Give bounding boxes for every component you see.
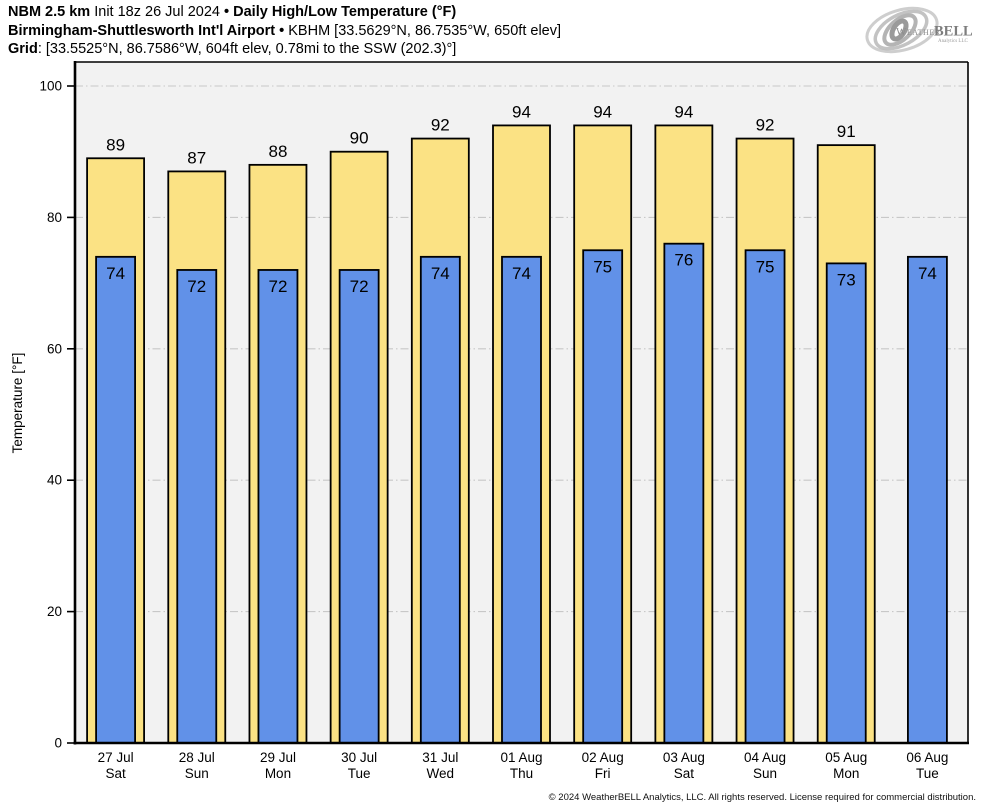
grid-label: Grid	[8, 41, 38, 57]
x-tick-date: 05 Aug	[825, 750, 867, 765]
station-detail: KBHM [33.5629°N, 86.7535°W, 650ft elev]	[288, 22, 562, 39]
page-title: Daily High/Low Temperature (°F)	[233, 4, 457, 20]
x-tick-date: 30 Jul	[341, 750, 377, 765]
high-value-label: 94	[593, 102, 612, 121]
low-bar	[176, 269, 218, 744]
x-tick-date: 06 Aug	[906, 750, 948, 765]
x-tick-weekday: Mon	[265, 766, 291, 781]
low-bar	[95, 255, 136, 744]
logo-text-weather: Weather	[896, 26, 941, 38]
model-name: NBM 2.5 km	[8, 4, 91, 20]
weatherbell-logo: Weather BELL Analytics LLC	[865, 6, 973, 54]
logo-subtitle: Analytics LLC	[938, 39, 969, 44]
y-tick-label: 0	[54, 736, 62, 751]
x-tick-date: 29 Jul	[260, 750, 296, 765]
high-value-label: 89	[106, 135, 125, 154]
low-value-label: 75	[756, 257, 775, 276]
low-value-label: 73	[837, 270, 856, 289]
low-bar	[501, 255, 542, 744]
low-bar	[744, 249, 786, 744]
low-bar	[663, 242, 705, 744]
high-value-label: 92	[756, 116, 775, 135]
low-value-label: 74	[918, 264, 937, 283]
x-tick-date: 04 Aug	[744, 750, 786, 765]
x-tick-weekday: Sun	[185, 766, 209, 781]
x-tick-weekday: Sun	[753, 766, 777, 781]
x-tick-weekday: Tue	[916, 766, 939, 781]
y-tick-label: 80	[47, 210, 62, 225]
high-value-label: 92	[431, 116, 450, 135]
y-axis-title: Temperature [°F]	[10, 353, 25, 454]
low-bar	[907, 255, 948, 744]
station-name: Birmingham-Shuttlesworth Int'l Airport	[8, 22, 276, 39]
high-value-label: 91	[837, 122, 856, 141]
low-value-label: 74	[431, 264, 450, 283]
low-value-label: 74	[106, 264, 125, 283]
header-line-1: NBM 2.5 km Init 18z 26 Jul 2024 • Daily …	[8, 3, 561, 22]
copyright-notice: © 2024 WeatherBELL Analytics, LLC. All r…	[548, 792, 976, 803]
y-tick-label: 20	[47, 604, 62, 619]
low-bar	[257, 269, 299, 744]
x-tick-weekday: Thu	[510, 766, 533, 781]
y-tick-label: 60	[47, 341, 62, 356]
low-value-label: 74	[512, 264, 531, 283]
x-tick-date: 27 Jul	[98, 750, 134, 765]
low-bar	[825, 262, 867, 744]
low-bar	[419, 255, 461, 744]
low-bar	[338, 269, 380, 744]
x-tick-date: 31 Jul	[422, 750, 458, 765]
swirl-icon	[865, 6, 939, 54]
low-value-label: 75	[593, 257, 612, 276]
low-value-label: 72	[268, 277, 287, 296]
x-tick-weekday: Mon	[833, 766, 859, 781]
y-tick-label: 100	[39, 79, 62, 94]
high-value-label: 87	[187, 148, 206, 167]
x-tick-date: 28 Jul	[179, 750, 215, 765]
bullet-separator: •	[224, 4, 230, 20]
x-tick-date: 01 Aug	[500, 750, 542, 765]
chart-header: NBM 2.5 km Init 18z 26 Jul 2024 • Daily …	[8, 3, 561, 59]
x-tick-date: 02 Aug	[582, 750, 624, 765]
grid-detail: : [33.5525°N, 86.7586°W, 604ft elev, 0.7…	[37, 41, 457, 57]
x-tick-weekday: Fri	[595, 766, 611, 781]
x-tick-weekday: Sat	[105, 766, 126, 781]
low-value-label: 76	[674, 251, 693, 270]
high-value-label: 94	[512, 102, 531, 121]
header-line-3: Grid: [33.5525°N, 86.7586°W, 604ft elev,…	[8, 40, 561, 59]
x-tick-date: 03 Aug	[663, 750, 705, 765]
low-value-label: 72	[350, 277, 369, 296]
high-value-label: 90	[350, 129, 369, 148]
high-value-label: 94	[674, 102, 693, 121]
y-tick-label: 40	[47, 473, 62, 488]
logo-text-bell: BELL	[934, 24, 973, 40]
x-tick-weekday: Wed	[427, 766, 455, 781]
low-bar	[582, 249, 624, 744]
init-time: Init 18z 26 Jul 2024	[94, 4, 220, 20]
x-tick-weekday: Sat	[674, 766, 695, 781]
bullet-separator: •	[279, 22, 285, 39]
high-value-label: 88	[268, 142, 287, 161]
header-line-2: Birmingham-Shuttlesworth Int'l Airport •…	[8, 22, 561, 41]
low-value-label: 72	[187, 277, 206, 296]
x-tick-weekday: Tue	[348, 766, 371, 781]
